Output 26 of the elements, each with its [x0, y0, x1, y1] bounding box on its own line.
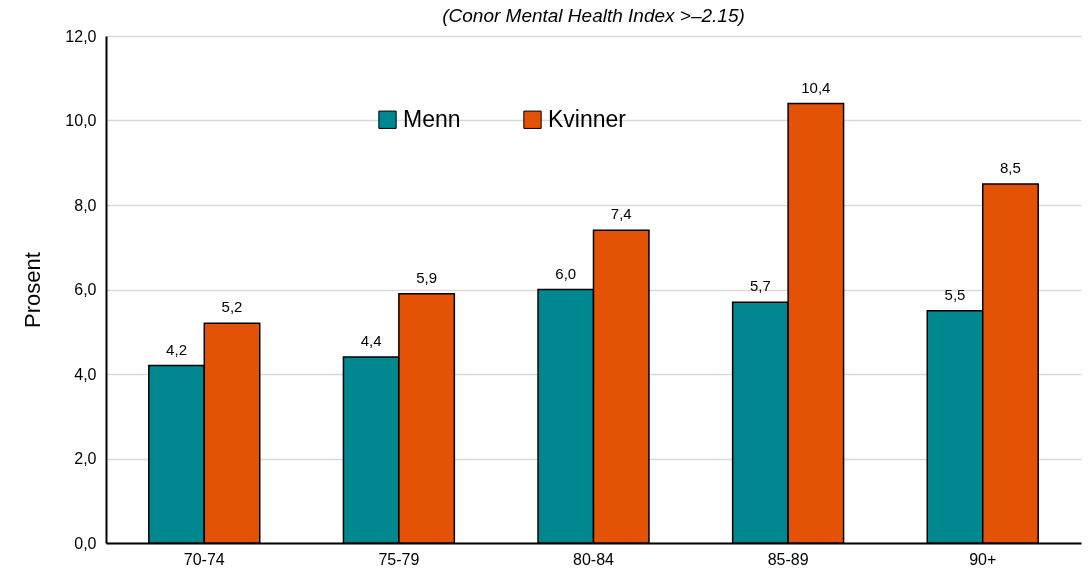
data-label: 4,2: [166, 340, 187, 358]
x-tick-label: 85-89: [767, 550, 809, 568]
y-tick-label: 10,0: [65, 112, 97, 129]
data-label: 5,2: [221, 298, 243, 316]
data-label: 8,5: [1000, 158, 1021, 176]
legend-label: Kvinner: [548, 105, 627, 132]
chart-subtitle: (Conor Mental Health Index >–2.15): [442, 5, 745, 26]
data-label: 7,4: [610, 205, 632, 223]
data-label: 5,9: [416, 268, 438, 286]
legend-label: Menn: [403, 105, 461, 132]
data-label: 10,4: [801, 78, 831, 96]
y-tick-label: 6,0: [74, 281, 97, 298]
y-tick-label: 2,0: [74, 450, 97, 467]
data-label: 6,0: [555, 264, 577, 282]
x-tick-label: 80-84: [573, 550, 615, 568]
data-label: 5,5: [944, 285, 966, 303]
x-tick-label: 70-74: [183, 550, 225, 568]
x-tick-label: 75-79: [378, 550, 420, 568]
data-label: 4,4: [360, 332, 382, 350]
y-tick-label: 0,0: [74, 534, 97, 552]
y-axis-title: Prosent: [20, 252, 46, 328]
y-tick-label: 8,0: [74, 196, 97, 214]
y-tick-label: 12,0: [65, 27, 97, 45]
x-tick-label: 90+: [969, 550, 997, 568]
data-label: 5,7: [749, 277, 771, 295]
y-tick-label: 4,0: [74, 365, 97, 383]
